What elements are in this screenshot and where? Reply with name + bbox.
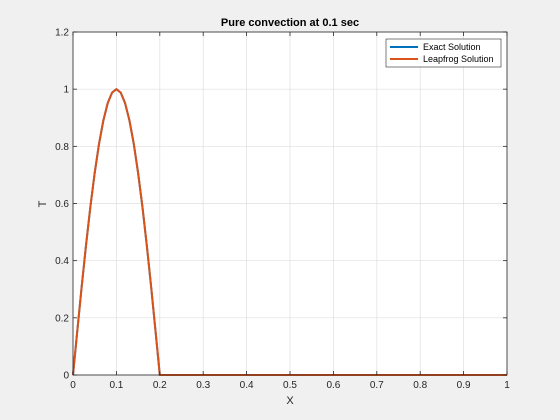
tick-labels: 0 0.1 0.2 0.3 0.4 0.5 0.6 0.7 0.8 0.9 1 0 0.2 0.4 0.6 0… [55,28,510,392]
y-tick-label: 0.4 [55,256,69,267]
legend-label-leapfrog: Leapfrog Solution [423,54,494,64]
y-tick-label: 0 [63,371,69,382]
y-tick-label: 0.2 [55,313,69,324]
ticks [72,31,508,376]
x-tick-label: 0.4 [240,380,254,391]
y-tick-label: 1.2 [55,28,69,39]
x-tick-label: 0.5 [283,380,297,391]
x-tick-label: 0.1 [109,380,123,391]
x-axis-label: X [286,395,294,407]
y-tick-label: 0.6 [55,199,69,210]
x-tick-label: 0.9 [457,380,471,391]
x-tick-label: 0.8 [413,380,427,391]
chart-title: Pure convection at 0.1 sec [221,17,359,29]
x-tick-label: 0.7 [370,380,384,391]
y-axis-label: T [37,200,49,207]
legend-box [385,38,502,68]
x-tick-label: 0.3 [196,380,210,391]
legend-label-exact: Exact Solution [423,42,481,52]
x-tick-label: 0.2 [153,380,167,391]
x-tick-label: 0 [70,380,76,391]
legend: Exact Solution Leapfrog Solution [385,38,502,68]
x-tick-label: 1 [504,380,510,391]
x-tick-label: 0.6 [326,380,340,391]
y-tick-label: 0.8 [55,142,69,153]
y-tick-label: 1 [63,85,69,96]
